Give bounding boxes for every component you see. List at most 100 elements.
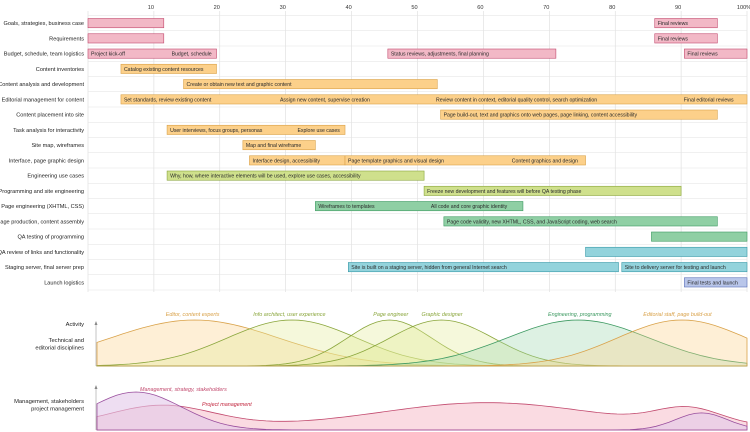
row-label: Budget, schedule, team logistics bbox=[4, 52, 84, 58]
task-bar-label: Review content in context, editorial qua… bbox=[436, 97, 597, 103]
row-label: Content inventories bbox=[36, 67, 84, 73]
activity-role-label: Graphic designer bbox=[422, 312, 463, 318]
management-role-label: Management, strategy, stakeholders bbox=[140, 387, 227, 393]
activity-role-label: Editorial staff, page build-out bbox=[643, 312, 712, 318]
technical-disciplines-label: Technical and bbox=[49, 338, 84, 344]
row-label: Content analysis and development bbox=[0, 82, 84, 88]
activity-curve bbox=[97, 319, 748, 367]
task-bars: Final reviews Final reviews Project kick-o… bbox=[87, 18, 748, 288]
row-label: Launch logistics bbox=[44, 280, 84, 286]
activity-role-label: Engineering, programming bbox=[548, 312, 612, 318]
row-label: QA review of links and functionality bbox=[0, 250, 84, 256]
task-bar-label: Map and final wireframe bbox=[246, 143, 301, 149]
task-bar bbox=[585, 246, 748, 257]
row-label: Task analysis for interactivity bbox=[13, 128, 84, 134]
row-label: Interface, page graphic design bbox=[9, 158, 84, 164]
task-bar bbox=[166, 170, 425, 181]
task-bar-label: Site is built on a staging server, hidde… bbox=[351, 265, 507, 271]
task-bar bbox=[684, 48, 748, 59]
x-tick-label: 50 bbox=[411, 5, 417, 11]
task-bar-label: Page template graphics and visual design bbox=[348, 158, 444, 164]
task-bar-label: Final reviews bbox=[658, 21, 689, 27]
row-label: QA testing of programming bbox=[17, 235, 84, 241]
row-label: Staging server, final server prep bbox=[5, 265, 84, 271]
management-label: Management, stakeholders bbox=[14, 399, 84, 405]
task-bar bbox=[120, 63, 217, 74]
task-bar bbox=[440, 109, 718, 120]
x-tick-label: 90 bbox=[675, 5, 681, 11]
task-bar-label: Freeze new development and features will… bbox=[427, 189, 581, 195]
task-bar-label: Interface design, accessibility bbox=[252, 158, 320, 164]
task-bar-label: Content graphics and design bbox=[512, 158, 578, 164]
task-bar-label: Wireframes to templates bbox=[318, 204, 375, 210]
task-bar bbox=[242, 140, 316, 151]
task-bar bbox=[87, 48, 217, 59]
task-bar-label: Status reviews, adjustments, final plann… bbox=[391, 52, 489, 58]
task-bar-label: Final tests and launch bbox=[687, 280, 738, 286]
row-label: Site map, wireframes bbox=[31, 143, 84, 149]
row-label: Requirements bbox=[49, 36, 84, 42]
task-bar-label: Explore use cases bbox=[297, 128, 340, 134]
task-bar-label: Page code validity, new XHTML, CSS, and … bbox=[447, 219, 617, 225]
row-label: Editorial management for content bbox=[2, 97, 85, 103]
task-bar bbox=[387, 48, 557, 59]
activity-section: Activity Technical and editorial disciplin… bbox=[35, 312, 748, 367]
x-tick-label: 70 bbox=[543, 5, 549, 11]
task-bar-label: Project kick-off bbox=[91, 52, 125, 58]
x-tick-label: 40 bbox=[345, 5, 351, 11]
management-section: Management, stakeholders project manageme… bbox=[14, 385, 748, 431]
management-label: project management bbox=[31, 407, 84, 413]
x-axis-ticks: 10 20 30 40 50 60 70 80 90 100% bbox=[148, 5, 750, 11]
management-axis-arrow bbox=[94, 385, 98, 389]
task-bar bbox=[443, 216, 718, 227]
row-label: Page production, content assembly bbox=[0, 219, 84, 225]
task-bar-label: Page build-out, text and graphics onto w… bbox=[444, 113, 638, 119]
row-label: Page engineering (XHTML, CSS) bbox=[1, 204, 84, 210]
task-bar bbox=[87, 18, 165, 29]
task-bar bbox=[654, 33, 718, 44]
task-bar-label: Catalog existing content resources bbox=[124, 67, 204, 73]
task-bar-label: Final reviews bbox=[658, 36, 689, 42]
row-label: Content placement into site bbox=[16, 113, 84, 119]
management-role-label: Project management bbox=[202, 402, 252, 408]
task-bar bbox=[166, 124, 346, 135]
task-bar-label: All code and core graphic identity bbox=[431, 204, 508, 210]
task-bar-label: Set standards, review existing content bbox=[124, 97, 212, 103]
activity-axis-arrow bbox=[94, 321, 98, 325]
activity-label: Activity bbox=[66, 322, 84, 328]
task-bar bbox=[684, 277, 748, 288]
task-bar-label: User interviews, focus groups, personas bbox=[170, 128, 263, 134]
row-label: Engineering use cases bbox=[27, 174, 84, 180]
x-tick-label: 30 bbox=[280, 5, 286, 11]
x-tick-label: 80 bbox=[609, 5, 615, 11]
task-bar bbox=[423, 185, 682, 196]
activity-role-label: Info architect, user experience bbox=[253, 312, 325, 318]
row-label: Programming and site engineering bbox=[0, 189, 84, 195]
row-labels: Goals, strategies, business case Requirem… bbox=[0, 21, 84, 286]
x-tick-label: 20 bbox=[214, 5, 220, 11]
task-bar bbox=[315, 201, 524, 212]
task-bar bbox=[651, 231, 748, 242]
task-bar-label: Final editorial reviews bbox=[684, 97, 734, 103]
task-bar bbox=[183, 79, 438, 90]
task-bar-label: Create or obtain new text and graphic co… bbox=[187, 82, 293, 88]
task-bar-label: Why, how, where interactive elements wil… bbox=[170, 174, 361, 180]
technical-disciplines-label: editorial disciplines bbox=[35, 346, 84, 352]
management-curve bbox=[96, 391, 748, 431]
task-bar-label: Budget, schedule bbox=[172, 52, 212, 58]
x-tick-label: 100% bbox=[737, 5, 750, 11]
row-label: Goals, strategies, business case bbox=[3, 21, 84, 27]
x-tick-label: 10 bbox=[148, 5, 154, 11]
task-bar bbox=[348, 262, 619, 273]
activity-role-label: Editor, content experts bbox=[166, 312, 220, 318]
activity-role-label: Page engineer bbox=[373, 312, 408, 318]
task-bar bbox=[120, 94, 748, 105]
task-bar bbox=[87, 33, 165, 44]
task-bar bbox=[654, 18, 718, 29]
task-bar-label: Assign new content, supervise creation bbox=[280, 97, 370, 103]
x-tick-label: 60 bbox=[477, 5, 483, 11]
task-bar bbox=[621, 262, 748, 273]
task-bar-label: Final reviews bbox=[687, 52, 718, 58]
